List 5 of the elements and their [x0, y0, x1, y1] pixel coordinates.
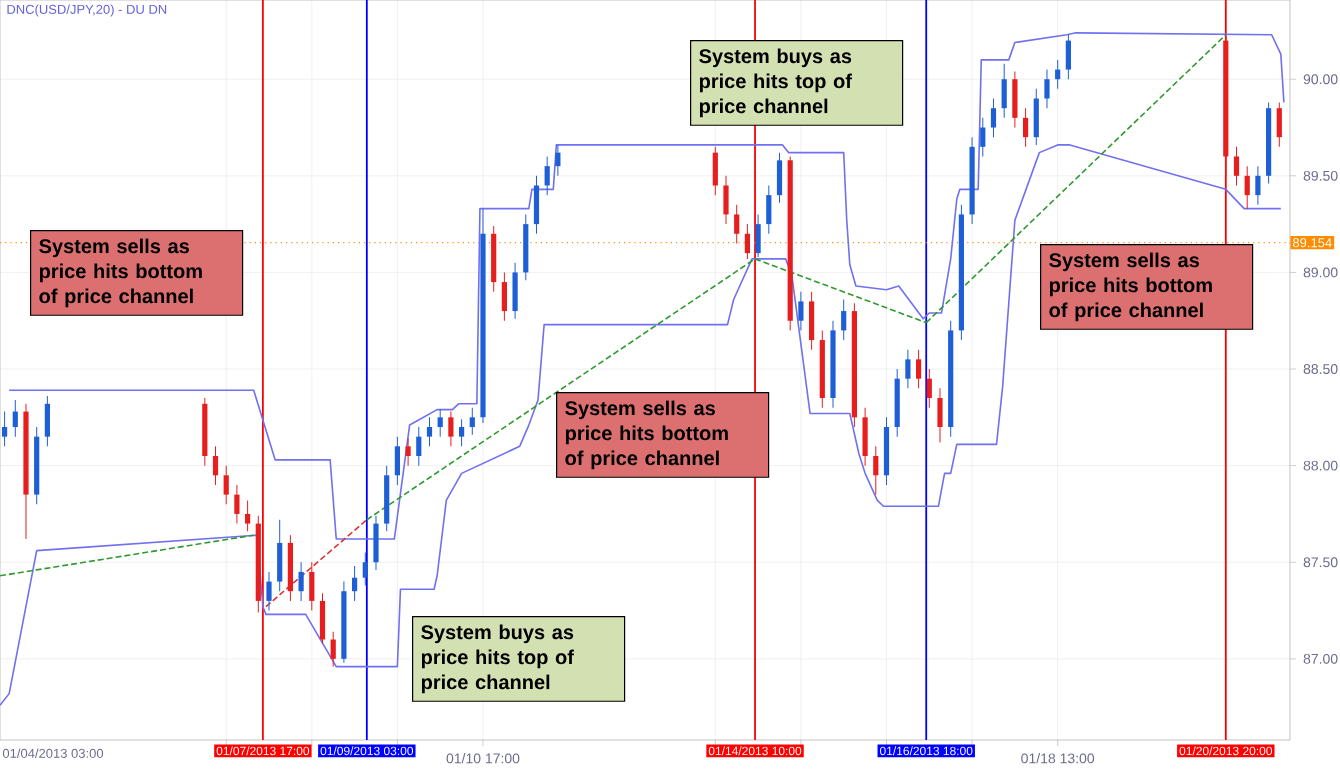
annotation: System sells as price hits bottom of price channel	[565, 400, 728, 470]
annotation: System sells as price hits bottom of price channel	[1049, 252, 1212, 322]
annotation: System buys as price hits top of price channel	[699, 48, 852, 118]
annotation: System buys as price hits top of price channel	[421, 624, 574, 694]
annotation: System sells as price hits bottom of price channel	[39, 238, 202, 308]
